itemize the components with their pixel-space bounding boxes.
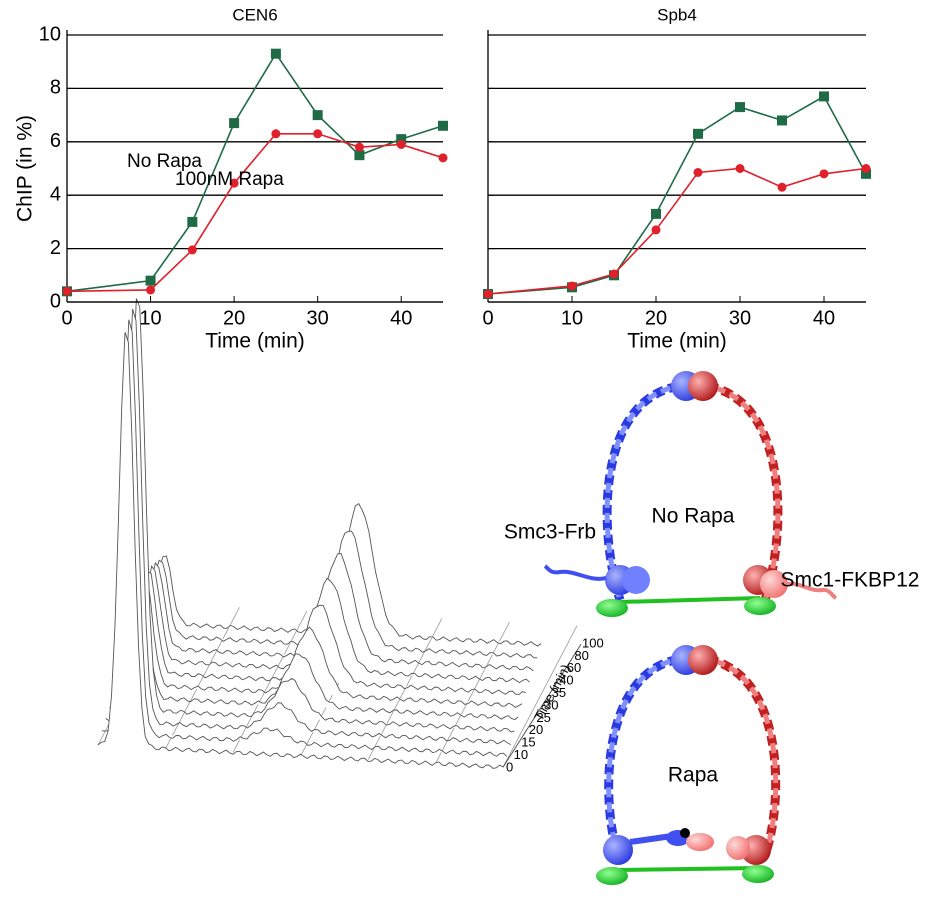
y-tick-label: 6 <box>50 130 61 152</box>
marker <box>229 178 239 188</box>
time-tick-label: 25 <box>536 710 550 725</box>
series-label: No Rapa <box>127 151 202 172</box>
floor-grid <box>165 607 240 749</box>
time-tick-label: 80 <box>574 648 588 663</box>
x-axis-label: Time (min) <box>627 330 727 353</box>
time-tick-label: 30 <box>544 697 558 712</box>
x-tick-label: 20 <box>223 307 245 329</box>
x-tick-label: 0 <box>61 307 72 329</box>
histogram-trace <box>113 582 519 721</box>
marker <box>735 164 745 173</box>
marker <box>861 164 871 173</box>
marker <box>354 150 365 161</box>
marker <box>651 208 661 219</box>
time-tick-label: 15 <box>521 735 535 750</box>
marker <box>271 129 281 139</box>
marker <box>145 275 156 286</box>
floor-grid <box>502 625 578 768</box>
floor-grid <box>435 621 510 764</box>
marker <box>777 115 787 126</box>
x-tick-label: 20 <box>645 307 667 329</box>
time-axis-label: Time (min) <box>531 662 573 723</box>
marker <box>777 182 787 192</box>
time-tick-label: 0 <box>506 759 513 774</box>
x-tick-label: 10 <box>561 307 583 329</box>
time-tick-label: 10 <box>514 747 528 762</box>
x-tick-label: 40 <box>813 307 835 329</box>
marker <box>229 118 240 129</box>
marker <box>483 289 493 299</box>
marker <box>270 48 281 59</box>
marker <box>396 139 406 149</box>
marker <box>438 120 448 131</box>
histogram-trace <box>97 332 504 769</box>
x-tick-label: 10 <box>139 307 161 329</box>
label-no-rapa: No Rapa <box>652 505 735 528</box>
marker <box>354 142 364 152</box>
marker <box>146 285 156 295</box>
marker <box>567 281 577 291</box>
marker <box>396 134 407 145</box>
smc-diagram: No Rapa Smc3-Frb Smc1-FKBP12 Rapa <box>504 371 920 885</box>
marker <box>313 129 323 139</box>
x-axis-label: Time (min) <box>205 330 305 353</box>
series-line <box>487 167 867 295</box>
y-tick-label: 2 <box>50 237 61 259</box>
y-axis-label: ChIP (in %) <box>14 115 37 222</box>
ring-no-rapa <box>543 371 838 617</box>
floor-grid <box>367 618 443 761</box>
y-tick-label: 4 <box>50 183 61 205</box>
x-tick-label: 30 <box>307 307 329 329</box>
time-tick-label: 40 <box>559 673 573 688</box>
ring-rapa <box>596 645 781 885</box>
histogram-trace <box>116 576 523 708</box>
series-line <box>66 132 444 293</box>
marker <box>609 269 619 279</box>
marker <box>62 286 72 296</box>
time-tick-label: 60 <box>567 660 581 675</box>
x-tick-label: 0 <box>482 307 493 329</box>
time-tick-label: 100 <box>582 635 604 650</box>
label-smc3: Smc3-Frb <box>504 521 596 544</box>
series-label: 100nM Rapa <box>175 169 284 190</box>
y-tick-label: 10 <box>39 23 61 45</box>
marker <box>312 110 323 121</box>
label-smc1: Smc1-FKBP12 <box>781 569 920 592</box>
label-rapa: Rapa <box>668 764 719 787</box>
x-tick-label: 40 <box>390 307 412 329</box>
marker <box>693 168 703 178</box>
floor-grid <box>232 610 308 753</box>
time-tick-label: 20 <box>529 722 543 737</box>
marker <box>693 128 703 139</box>
marker <box>438 153 448 163</box>
marker <box>861 168 871 179</box>
chart-title: Spb4 <box>657 5 697 24</box>
time-tick-label: 35 <box>552 685 566 700</box>
marker <box>187 245 197 255</box>
y-tick-label: 0 <box>50 290 61 312</box>
time-axis <box>502 644 582 768</box>
marker <box>819 169 829 179</box>
marker <box>735 102 745 113</box>
marker <box>187 216 198 227</box>
chart-title: CEN6 <box>232 5 277 24</box>
x-tick-label: 30 <box>729 307 751 329</box>
marker <box>819 91 829 102</box>
marker <box>651 225 661 235</box>
histogram-trace <box>120 570 526 695</box>
y-tick-label: 8 <box>50 77 61 99</box>
